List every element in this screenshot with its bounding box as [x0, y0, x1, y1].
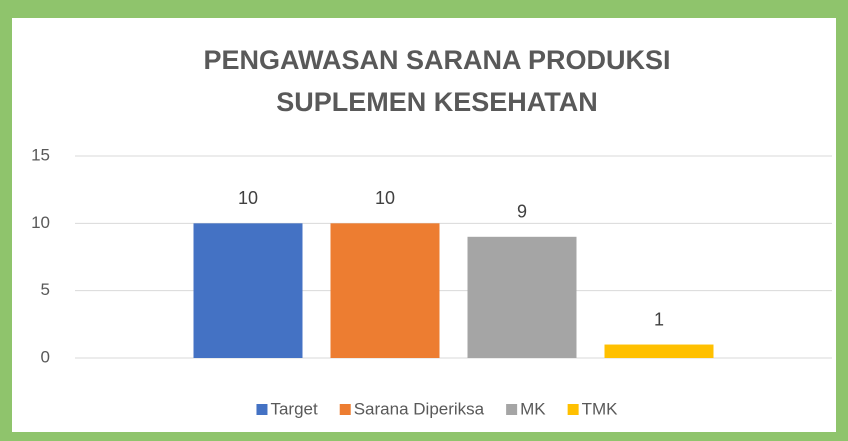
legend-swatch: [567, 404, 579, 415]
bar: [330, 223, 440, 358]
y-tick-label: 10: [31, 213, 50, 232]
bar: [193, 223, 303, 358]
data-label: 10: [375, 188, 395, 208]
legend-label: TMK: [582, 399, 619, 418]
legend-swatch: [256, 404, 268, 415]
chart-title: SUPLEMEN KESEHATAN: [276, 87, 598, 117]
data-label: 10: [238, 188, 258, 208]
bar: [467, 236, 577, 358]
legend-swatch: [339, 404, 351, 415]
data-label: 1: [654, 309, 664, 329]
chart-title: PENGAWASAN SARANA PRODUKSI: [203, 45, 670, 75]
legend-swatch: [506, 404, 518, 415]
legend-label: Sarana Diperiksa: [354, 399, 485, 418]
legend-label: MK: [520, 399, 546, 418]
bar: [604, 344, 714, 358]
y-tick-label: 5: [41, 280, 50, 299]
data-label: 9: [517, 202, 527, 222]
legend-label: Target: [270, 399, 318, 418]
y-tick-label: 0: [41, 347, 50, 366]
y-tick-label: 15: [31, 145, 50, 164]
